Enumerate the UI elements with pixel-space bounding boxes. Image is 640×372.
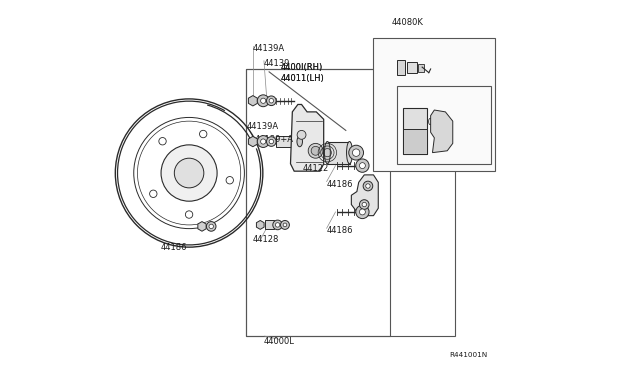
Circle shape [308, 143, 323, 158]
Circle shape [280, 221, 289, 230]
Bar [328, 141, 349, 164]
Circle shape [150, 190, 157, 198]
Circle shape [273, 220, 282, 230]
Polygon shape [248, 96, 257, 106]
Text: 44186: 44186 [326, 180, 353, 189]
Circle shape [200, 130, 207, 138]
Circle shape [257, 136, 269, 147]
Circle shape [360, 200, 369, 209]
Circle shape [360, 209, 365, 215]
Text: 4400I(RH): 4400I(RH) [280, 63, 323, 72]
Text: 44000L: 44000L [264, 337, 295, 346]
Ellipse shape [324, 141, 330, 164]
Circle shape [275, 223, 280, 227]
Text: 44128: 44128 [253, 235, 279, 244]
Circle shape [356, 205, 369, 219]
Text: 44139A: 44139A [246, 122, 278, 131]
Text: 44080K: 44080K [392, 19, 424, 28]
Circle shape [260, 98, 266, 103]
Bar [397, 86, 492, 164]
Bar [403, 129, 427, 154]
Text: 44139: 44139 [264, 59, 291, 68]
Polygon shape [351, 175, 378, 216]
Circle shape [161, 145, 217, 201]
Ellipse shape [346, 141, 353, 164]
Bar [403, 108, 427, 154]
Circle shape [209, 224, 213, 229]
Polygon shape [198, 222, 206, 231]
Text: 44011(LH): 44011(LH) [280, 74, 324, 83]
Circle shape [362, 202, 367, 207]
Ellipse shape [297, 137, 303, 147]
Circle shape [186, 211, 193, 218]
Text: 44011(LH): 44011(LH) [280, 74, 324, 83]
Polygon shape [291, 105, 324, 171]
Circle shape [260, 139, 266, 144]
Circle shape [297, 131, 306, 139]
Text: 44122: 44122 [302, 164, 328, 173]
Circle shape [349, 145, 364, 160]
Polygon shape [257, 221, 264, 230]
Bar [418, 64, 424, 71]
Circle shape [269, 99, 273, 103]
Circle shape [283, 223, 287, 227]
Circle shape [257, 95, 269, 107]
Bar [265, 221, 274, 230]
Polygon shape [248, 137, 257, 147]
Circle shape [311, 146, 320, 155]
Bar [397, 60, 405, 74]
Text: R441001N: R441001N [449, 352, 487, 357]
Circle shape [356, 159, 369, 172]
Circle shape [363, 181, 372, 191]
Text: 44186: 44186 [326, 226, 353, 235]
Bar [406, 61, 417, 73]
Text: 44000K: 44000K [412, 119, 444, 128]
Circle shape [266, 137, 276, 146]
Circle shape [226, 177, 234, 184]
Circle shape [207, 222, 216, 231]
Circle shape [174, 158, 204, 188]
Text: 4400I(RH): 4400I(RH) [280, 63, 323, 72]
Circle shape [353, 149, 360, 156]
Circle shape [269, 139, 273, 144]
Polygon shape [431, 110, 452, 153]
Circle shape [266, 96, 276, 106]
Text: 44139+A: 44139+A [254, 135, 293, 144]
Text: 44139A: 44139A [253, 44, 285, 53]
Bar [246, 69, 390, 336]
Text: 44186: 44186 [161, 243, 188, 252]
Circle shape [360, 163, 365, 169]
Circle shape [365, 184, 370, 188]
Bar [374, 38, 495, 171]
Circle shape [159, 138, 166, 145]
Bar [276, 137, 300, 147]
